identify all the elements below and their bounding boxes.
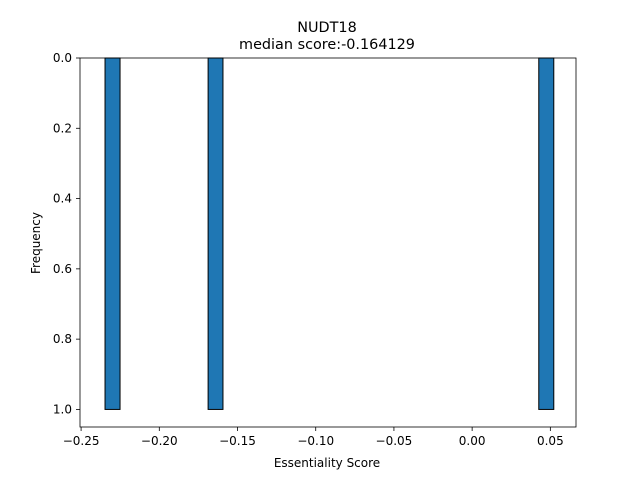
x-tick-label: −0.10 xyxy=(297,434,334,448)
plot-frame xyxy=(79,57,577,428)
x-tick-label: −0.20 xyxy=(141,434,178,448)
y-axis-ticks: 0.0 0.2 0.4 0.6 0.8 1.0 xyxy=(53,51,80,416)
x-tick-label: −0.05 xyxy=(376,434,413,448)
x-tick-label: 0.00 xyxy=(459,434,486,448)
histogram-bar-2 xyxy=(538,57,555,410)
chart-title: NUDT18 xyxy=(297,20,356,36)
y-axis-label: Frequency xyxy=(29,212,43,274)
x-tick-label: 0.05 xyxy=(537,434,564,448)
chart-subtitle: median score:-0.164129 xyxy=(239,37,415,53)
histogram-bar-0 xyxy=(104,57,121,410)
bars-layer xyxy=(104,57,555,410)
y-tick-label: 0.4 xyxy=(53,192,72,206)
x-axis-label: Essentiality Score xyxy=(274,456,380,470)
histogram-bar-1 xyxy=(207,57,224,410)
y-tick-label: 1.0 xyxy=(53,402,72,416)
y-tick-label: 0.8 xyxy=(53,332,72,346)
y-tick-label: 0.6 xyxy=(53,262,72,276)
y-tick-label: 0.0 xyxy=(53,51,72,65)
x-axis-ticks: −0.25 −0.20 −0.15 −0.10 −0.05 0.00 0.05 xyxy=(63,427,564,448)
y-tick-label: 0.2 xyxy=(53,121,72,135)
x-tick-label: −0.25 xyxy=(63,434,100,448)
x-tick-label: −0.15 xyxy=(219,434,256,448)
